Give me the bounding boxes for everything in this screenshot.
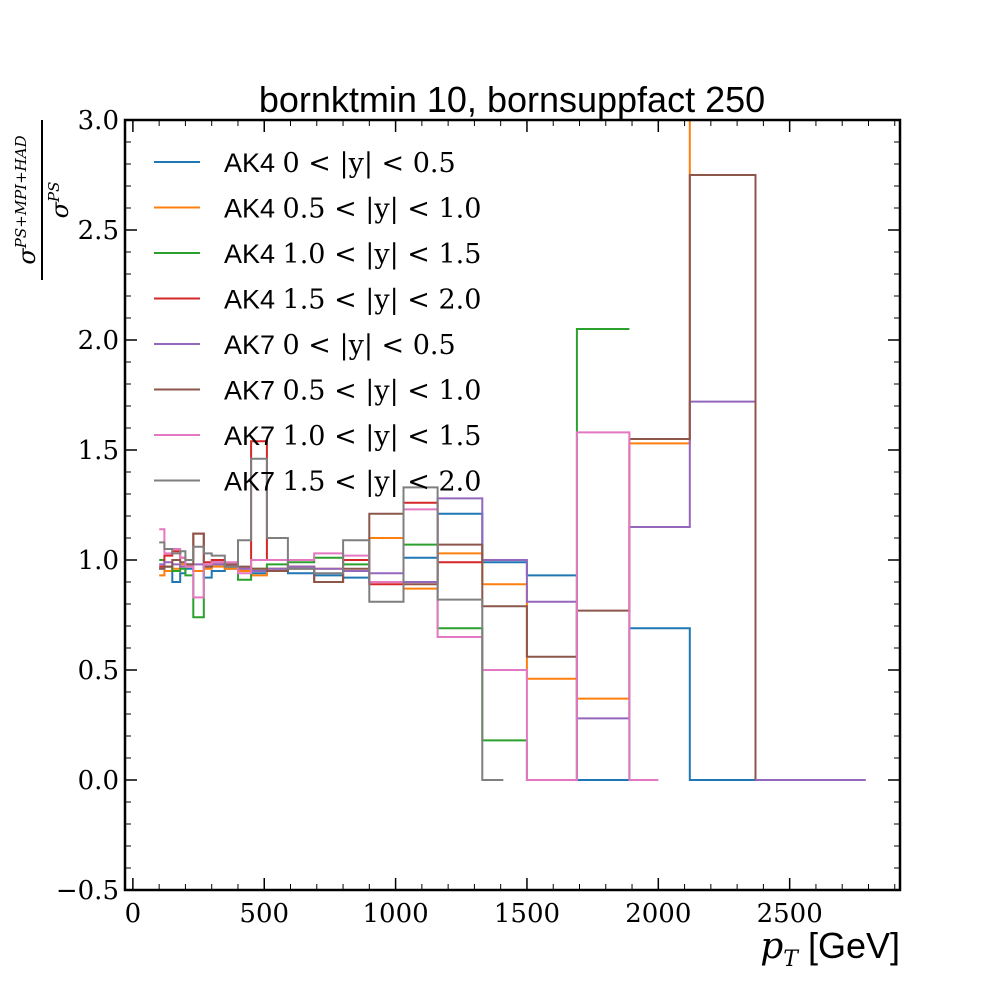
x-label-unit: [GeV] [808, 925, 900, 966]
chart-title: bornktmin 10, bornsuppfact 250 [259, 79, 765, 120]
series-line-3 [159, 440, 483, 586]
x-label-symbol: p [760, 926, 783, 967]
x-tick-label: 2500 [757, 899, 823, 929]
legend-entry: AK4 1.0 < |y| < 1.5 [224, 239, 481, 270]
y-tick-label: 1.0 [78, 546, 119, 576]
series-line-7 [159, 457, 504, 781]
y-tick-label: 2.0 [78, 326, 119, 356]
series-line-6 [159, 431, 659, 781]
legend-entry: AK4 0.5 < |y| < 1.0 [224, 194, 481, 225]
legend-entry: AK7 0 < |y| < 0.5 [224, 330, 456, 361]
y-tick-label: 0.0 [78, 766, 119, 796]
y-label-numerator: σ [13, 248, 41, 265]
y-tick-label: 2.5 [78, 216, 119, 246]
svg-text:σPS+MPI+HAD: σPS+MPI+HAD [12, 135, 41, 264]
y-tick-label: −0.5 [56, 876, 119, 906]
legend-entry: AK4 1.5 < |y| < 2.0 [224, 285, 481, 316]
x-tick-label: 500 [239, 899, 289, 929]
plot-frame [123, 118, 902, 892]
x-tick-label: 1000 [363, 899, 429, 929]
x-label-subscript: T [783, 947, 800, 972]
x-tick-label: 1500 [494, 899, 560, 929]
legend-entry: AK7 0.5 < |y| < 1.0 [224, 376, 481, 407]
y-label-denominator-sup: PS [45, 182, 63, 203]
y-tick-label: 0.5 [78, 656, 119, 686]
svg-text:σPS: σPS [45, 182, 74, 219]
legend: AK4 0 < |y| < 0.5 AK4 0.5 < |y| < 1.0 AK4 … [154, 148, 481, 498]
legend-entry: AK4 0 < |y| < 0.5 [224, 148, 456, 179]
x-tick-label: 0 [125, 899, 142, 929]
series-layer [159, 120, 866, 781]
y-label-numerator-sup: PS+MPI+HAD [12, 135, 30, 249]
y-tick-label: 1.5 [78, 436, 119, 466]
y-label-denominator: σ [46, 201, 74, 218]
legend-entry: AK7 1.5 < |y| < 2.0 [224, 467, 481, 498]
y-axis-label: σPS+MPI+HAD σPS [12, 120, 74, 280]
y-tick-label: 3.0 [78, 106, 119, 136]
legend-entry: AK7 1.0 < |y| < 1.5 [224, 421, 481, 452]
x-axis-label: pT [GeV] [760, 925, 900, 972]
x-tick-label: 2000 [625, 899, 691, 929]
tick-layer: 0 500 1000 1500 2000 2500 −0.5 0.0 0.5 1.0 1.5 2.0 2… [56, 106, 900, 929]
